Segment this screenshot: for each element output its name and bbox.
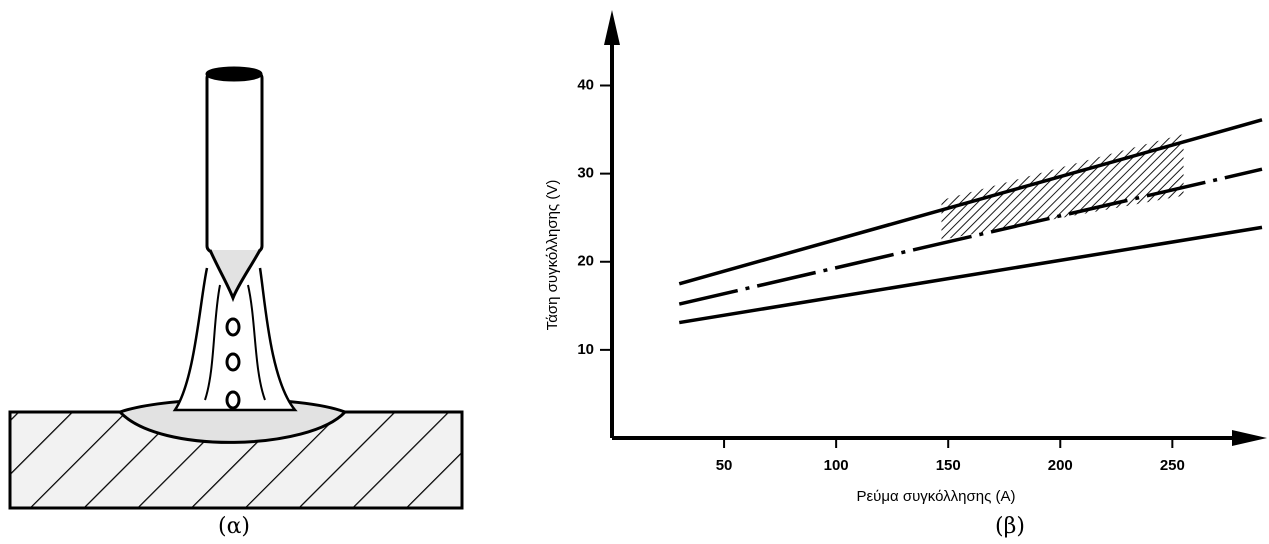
y-tick-label: 30: [577, 165, 594, 182]
y-tick-label: 40: [577, 76, 594, 93]
y-tick-label: 20: [577, 253, 594, 270]
y-axis-arrow: [604, 10, 620, 45]
line: [679, 120, 1262, 284]
droplet: [227, 319, 239, 335]
x-tick-label: 150: [936, 457, 961, 474]
electrode: [207, 72, 262, 252]
droplet: [227, 354, 239, 370]
x-tick-label: 50: [716, 457, 733, 474]
line: [679, 227, 1262, 322]
electrode-top: [207, 68, 261, 80]
x-tick-label: 100: [824, 457, 849, 474]
figure: (α) (β) Ρεύμα συγκόλλησης (A) Τάση συγκό…: [0, 0, 1269, 544]
hatched-region: [941, 134, 1183, 240]
x-axis-arrow: [1232, 430, 1267, 446]
caption: (β): [995, 514, 1025, 539]
x-tick-label: 200: [1048, 457, 1073, 474]
y-tick-label: 10: [577, 341, 594, 358]
droplet: [227, 392, 239, 408]
x-axis-label: Ρεύμα συγκόλλησης (A): [856, 488, 1015, 505]
y-axis-label: Τάση συγκόλλησης (V): [544, 180, 561, 331]
line: [679, 169, 1262, 304]
welding-diagram: [10, 68, 462, 508]
caption: (α): [218, 514, 250, 539]
x-tick-label: 250: [1160, 457, 1185, 474]
